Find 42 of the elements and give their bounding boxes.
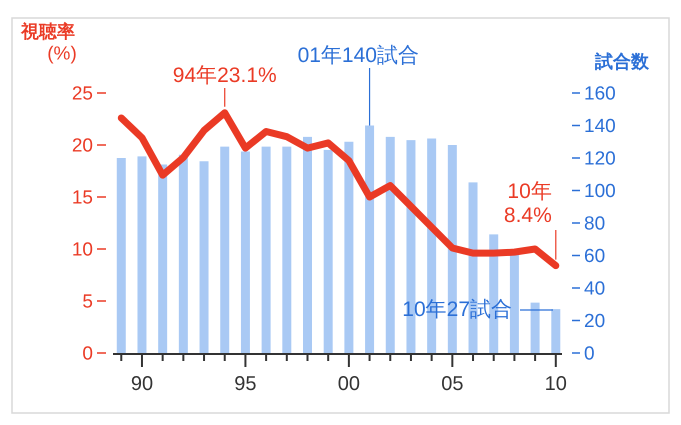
x-tick-label: 90	[130, 373, 154, 395]
bar	[282, 146, 292, 353]
y2-tick-label: 0	[584, 344, 595, 365]
y2-tick-label: 100	[584, 181, 616, 202]
x-tick-label: 05	[441, 373, 464, 395]
bar	[220, 146, 230, 353]
bar	[303, 136, 312, 353]
bar	[551, 309, 560, 353]
y2-tick-label: 120	[584, 148, 616, 170]
bar	[262, 146, 271, 353]
y-tick-label: 0	[82, 344, 93, 365]
y-tick-label: 5	[82, 292, 93, 313]
bar	[365, 126, 374, 353]
x-tick-label: 10	[544, 373, 567, 395]
x-tick-label: 00	[338, 373, 360, 395]
y2-tick-label: 140	[584, 116, 616, 138]
annotation: 01年140試合	[298, 44, 419, 67]
y2-tick-label: 20	[584, 311, 606, 332]
annotation: 94年23.1%	[172, 64, 277, 87]
y-tick-label: 10	[72, 240, 93, 261]
y-axis-title: 視聴率 (%)	[20, 21, 77, 65]
y2-tick-label: 80	[584, 214, 606, 235]
bar	[386, 136, 395, 353]
y2-tick-label: 40	[584, 278, 606, 300]
bar	[324, 150, 333, 353]
bar	[178, 154, 188, 353]
y-tick-label: 20	[72, 136, 93, 157]
bar	[344, 142, 354, 353]
y2-tick-label: 160	[584, 84, 616, 105]
bar	[530, 302, 540, 353]
annotation: 10年 8.4%	[504, 180, 552, 227]
bar	[158, 164, 168, 353]
bar	[200, 161, 209, 353]
y-tick-label: 15	[72, 188, 93, 209]
y-tick-label: 25	[72, 84, 93, 105]
y2-tick-label: 60	[584, 246, 606, 268]
annotation: 10年27試合	[402, 298, 512, 321]
y2-axis-title: 試合数	[594, 51, 650, 72]
x-tick-label: 95	[234, 373, 257, 395]
bar	[240, 152, 250, 353]
bar	[137, 156, 146, 353]
bar	[116, 158, 126, 353]
